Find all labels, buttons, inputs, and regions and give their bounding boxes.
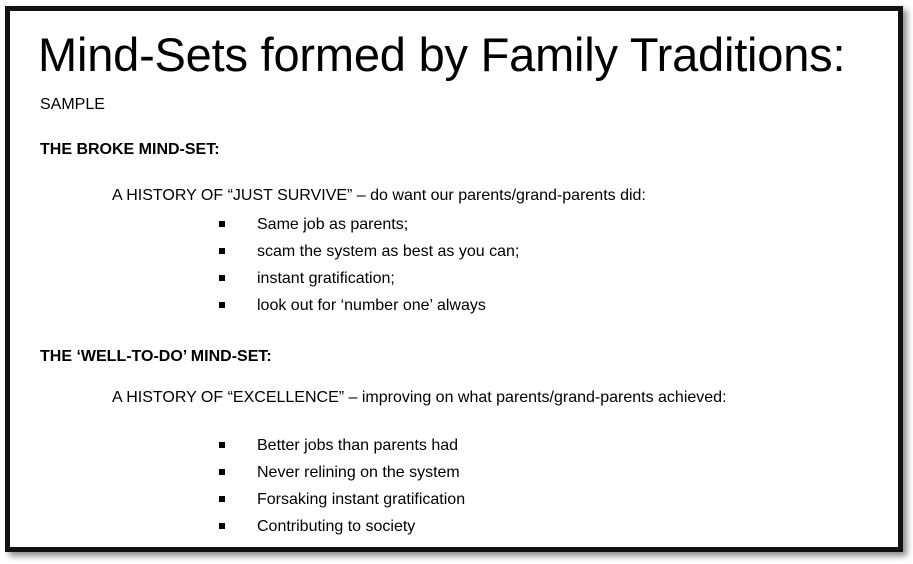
section-heading-well-to-do: THE ‘WELL-TO-DO’ MIND-SET: (40, 348, 272, 365)
list-item-text: Contributing to society (257, 518, 416, 535)
bullet-list-broke: Same job as parents; scam the system as … (215, 211, 519, 319)
list-item-text: Forsaking instant gratification (257, 491, 466, 508)
document-frame: Mind-Sets formed by Family Traditions: S… (5, 6, 903, 552)
list-item: Contributing to society (215, 513, 465, 540)
list-item: instant gratification; (215, 265, 519, 292)
square-bullet-icon (219, 302, 225, 308)
list-item: Better jobs than parents had (215, 432, 465, 459)
square-bullet-icon (219, 496, 225, 502)
list-item-text: look out for ‘number one’ always (257, 297, 486, 314)
list-item: look out for ‘number one’ always (215, 292, 519, 319)
list-item: Forsaking instant gratification (215, 486, 465, 513)
list-item-text: scam the system as best as you can; (257, 243, 520, 260)
square-bullet-icon (219, 442, 225, 448)
sample-label: SAMPLE (40, 96, 105, 113)
list-item-text: instant gratification; (257, 270, 395, 287)
square-bullet-icon (219, 248, 225, 254)
section-heading-broke: THE BROKE MIND-SET: (40, 141, 220, 158)
square-bullet-icon (219, 523, 225, 529)
list-item-text: Never relining on the system (257, 464, 460, 481)
section-history-well-to-do: A HISTORY OF “EXCELLENCE” – improving on… (112, 389, 727, 406)
square-bullet-icon (219, 275, 225, 281)
list-item-text: Better jobs than parents had (257, 437, 459, 454)
page-title: Mind-Sets formed by Family Traditions: (38, 28, 846, 81)
list-item: Same job as parents; (215, 211, 519, 238)
list-item: scam the system as best as you can; (215, 238, 519, 265)
square-bullet-icon (219, 221, 225, 227)
list-item-text: Same job as parents; (257, 216, 409, 233)
bullet-list-well-to-do: Better jobs than parents had Never relin… (215, 432, 465, 540)
list-item: Never relining on the system (215, 459, 465, 486)
section-history-broke: A HISTORY OF “JUST SURVIVE” – do want ou… (112, 187, 646, 204)
square-bullet-icon (219, 469, 225, 475)
